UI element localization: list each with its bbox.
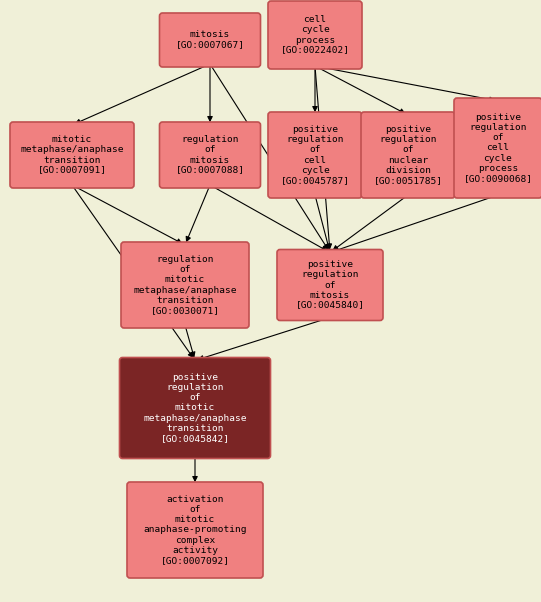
Text: positive
regulation
of
mitosis
[GO:0045840]: positive regulation of mitosis [GO:00458… xyxy=(295,261,365,309)
Text: mitosis
[GO:0007067]: mitosis [GO:0007067] xyxy=(175,31,245,49)
Text: positive
regulation
of
cell
cycle
[GO:0045787]: positive regulation of cell cycle [GO:00… xyxy=(280,125,349,185)
Text: mitotic
metaphase/anaphase
transition
[GO:0007091]: mitotic metaphase/anaphase transition [G… xyxy=(20,135,124,175)
FancyBboxPatch shape xyxy=(160,122,261,188)
Text: activation
of
mitotic
anaphase-promoting
complex
activity
[GO:0007092]: activation of mitotic anaphase-promoting… xyxy=(143,495,247,565)
Text: regulation
of
mitotic
metaphase/anaphase
transition
[GO:0030071]: regulation of mitotic metaphase/anaphase… xyxy=(133,255,237,315)
FancyBboxPatch shape xyxy=(268,1,362,69)
FancyBboxPatch shape xyxy=(160,13,261,67)
Text: cell
cycle
process
[GO:0022402]: cell cycle process [GO:0022402] xyxy=(280,16,349,55)
FancyBboxPatch shape xyxy=(361,112,455,198)
Text: regulation
of
mitosis
[GO:0007088]: regulation of mitosis [GO:0007088] xyxy=(175,135,245,175)
FancyBboxPatch shape xyxy=(268,112,362,198)
FancyBboxPatch shape xyxy=(120,358,270,459)
FancyBboxPatch shape xyxy=(277,249,383,320)
Text: positive
regulation
of
mitotic
metaphase/anaphase
transition
[GO:0045842]: positive regulation of mitotic metaphase… xyxy=(143,373,247,442)
FancyBboxPatch shape xyxy=(10,122,134,188)
FancyBboxPatch shape xyxy=(121,242,249,328)
FancyBboxPatch shape xyxy=(127,482,263,578)
Text: positive
regulation
of
nuclear
division
[GO:0051785]: positive regulation of nuclear division … xyxy=(373,125,443,185)
FancyBboxPatch shape xyxy=(454,98,541,198)
Text: positive
regulation
of
cell
cycle
process
[GO:0090068]: positive regulation of cell cycle proces… xyxy=(464,113,532,182)
